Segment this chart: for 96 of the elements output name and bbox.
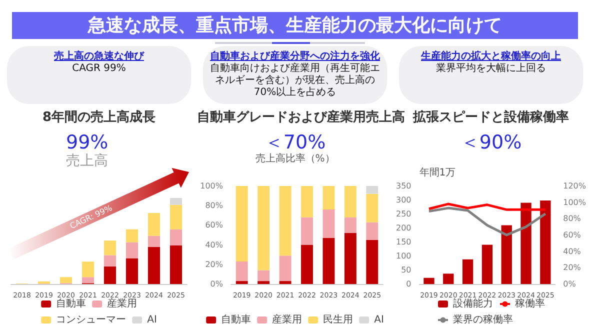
legend-label: 産業用	[107, 298, 138, 310]
bar	[38, 281, 50, 284]
bar	[482, 244, 493, 284]
bar	[148, 236, 160, 248]
chart-subtitle: 自動車および産業分野への注力を強化	[209, 50, 381, 62]
text: 急速な成長、重点市場、生産能力の最大化に向けて	[12, 12, 578, 39]
y2-tick-label: 60%	[563, 230, 582, 240]
y-axis-title: 年間1万	[419, 166, 456, 178]
bar	[344, 217, 356, 234]
y-axis-title: 売上高比率（%）	[255, 152, 335, 164]
bar	[126, 242, 138, 258]
text: 売上高	[66, 153, 108, 169]
y2-tick-label: 40%	[563, 246, 582, 256]
text: CAGR 99%	[71, 63, 127, 75]
legend-label: 自動車	[221, 314, 252, 326]
bar	[501, 225, 512, 284]
text: ＜90%	[460, 132, 522, 154]
bar	[170, 198, 182, 205]
y2-tick-label: 20%	[563, 263, 582, 272]
bar	[279, 281, 292, 284]
y-tick-label: 250	[396, 210, 412, 218]
y-tick-label: 40%	[205, 240, 224, 250]
bar	[104, 240, 116, 256]
bar	[126, 258, 138, 284]
bar	[82, 277, 94, 284]
legend-label: 民生用	[323, 314, 354, 326]
line-series	[428, 206, 547, 236]
bar	[301, 244, 313, 284]
bar	[258, 186, 270, 270]
bar	[236, 281, 248, 284]
legend-label: コンシューマー	[56, 314, 126, 326]
legend-label: AI	[374, 314, 384, 326]
legend-label: 産業用	[272, 314, 302, 326]
chart-subtitle: 生産能力の拡大と稼働率の向上	[420, 50, 562, 62]
bar	[279, 256, 292, 282]
text: 業界平均を大幅に上回る	[435, 63, 547, 75]
bar	[258, 270, 270, 282]
bar	[366, 186, 378, 194]
bar	[236, 186, 248, 262]
y-tick-label: 50	[401, 266, 412, 274]
bar	[540, 200, 551, 284]
bar	[170, 229, 182, 246]
bar	[148, 213, 160, 236]
bar	[236, 261, 248, 282]
legend-label: 自動車	[56, 298, 86, 310]
bar	[322, 210, 335, 238]
legend-label: 設備能力	[453, 298, 493, 310]
bar	[104, 266, 116, 284]
y-tick-label: 300	[396, 196, 412, 204]
bar	[126, 229, 138, 242]
bar	[443, 274, 454, 284]
bar	[520, 202, 532, 284]
bar	[104, 255, 116, 266]
bar	[148, 247, 160, 284]
bar	[322, 186, 335, 210]
y-tick-label: 350	[396, 182, 412, 190]
chart-title: 拡張スピードと設備稼働率	[413, 110, 569, 125]
chart-title: 8年間の売上高成長	[41, 108, 157, 126]
bar	[301, 217, 313, 245]
y-tick-label: 60%	[205, 220, 224, 230]
y-tick-label: 20%	[205, 260, 224, 269]
y-tick-label: 0%	[210, 280, 224, 288]
annotation: CAGR: 99%	[68, 203, 114, 231]
bar	[366, 222, 378, 240]
text: 99%	[66, 132, 108, 154]
y-tick-label: 80%	[205, 201, 224, 210]
bar	[344, 233, 356, 284]
y-tick-label: 200	[396, 224, 412, 232]
text: 自動車向けおよび産業用（再生可能エネルギーを含む）が現在、売上高の70%以上を占める	[209, 63, 381, 99]
legend-label: 業界の稼働率	[453, 314, 513, 326]
legend-label: AI	[147, 314, 157, 326]
bar	[322, 238, 335, 284]
y2-tick-label: 0%	[563, 280, 576, 288]
bar	[60, 277, 72, 284]
y2-tick-label: 100%	[563, 198, 586, 207]
bar	[344, 186, 356, 218]
y-tick-label: 150	[396, 238, 412, 246]
bar	[301, 186, 313, 218]
y2-tick-label: 120%	[563, 182, 586, 190]
legend-label: 稼働率	[515, 298, 545, 310]
chart-subtitle: 売上高の急速な伸び	[53, 50, 146, 63]
bar	[258, 281, 270, 284]
y-tick-label: 0	[406, 280, 412, 288]
bar	[366, 194, 378, 222]
bar	[366, 240, 378, 284]
y-tick-label: 100%	[200, 182, 224, 190]
chart-title: 自動車グレードおよび産業用売上高	[197, 108, 405, 126]
bar	[170, 245, 182, 284]
y2-tick-label: 80%	[563, 214, 582, 224]
y-tick-label: 100	[396, 252, 412, 260]
text: ＜70%	[264, 132, 326, 154]
bar	[424, 278, 434, 284]
bar	[462, 259, 474, 284]
bar	[279, 186, 292, 256]
bar	[82, 262, 94, 278]
bar	[170, 204, 182, 230]
